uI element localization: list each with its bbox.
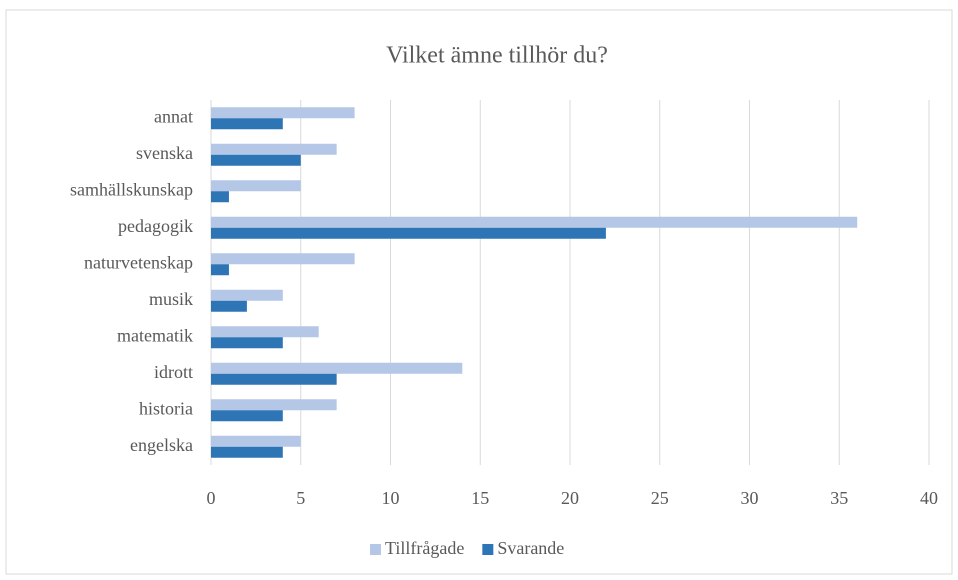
- bar: [211, 399, 337, 411]
- y-tick-label: annat: [154, 106, 193, 126]
- bar: [211, 373, 337, 385]
- y-tick-label: historia: [139, 398, 193, 418]
- x-tick-label: 25: [651, 488, 669, 508]
- x-tick-label: 0: [207, 488, 216, 508]
- x-tick-label: 40: [920, 488, 938, 508]
- y-tick-label: samhällskunskap: [70, 179, 193, 199]
- y-tick-label: svenska: [136, 143, 193, 163]
- bar: [211, 191, 229, 203]
- bar: [211, 410, 283, 422]
- bar: [211, 435, 301, 447]
- bar: [211, 326, 319, 338]
- bar: [211, 154, 301, 166]
- bar: [211, 118, 283, 130]
- chart-title: Vilket ämne tillhör du?: [386, 43, 608, 69]
- y-tick-label: naturvetenskap: [84, 252, 193, 272]
- x-tick-label: 10: [382, 488, 400, 508]
- bar: [211, 337, 283, 349]
- bar: [211, 227, 606, 239]
- bar: [211, 264, 229, 276]
- x-tick-label: 30: [741, 488, 759, 508]
- bar: [211, 107, 355, 119]
- legend-swatch: [370, 544, 381, 555]
- bar: [211, 446, 283, 458]
- bar: [211, 143, 337, 155]
- y-tick-label: idrott: [154, 362, 193, 382]
- y-tick-label: musik: [149, 289, 193, 309]
- bar: [211, 180, 301, 192]
- y-tick-label: pedagogik: [118, 216, 193, 236]
- y-tick-label: engelska: [130, 435, 193, 455]
- bar: [211, 216, 858, 228]
- chart-area: [5, 9, 953, 575]
- x-tick-label: 15: [471, 488, 489, 508]
- bar: [211, 253, 355, 265]
- legend-label: Svarande: [497, 538, 564, 558]
- x-tick-label: 20: [561, 488, 579, 508]
- bar: [211, 300, 247, 312]
- x-tick-label: 5: [296, 488, 305, 508]
- bar: [211, 362, 463, 374]
- legend-label: Tillfrågade: [385, 538, 464, 558]
- bar: [211, 289, 283, 301]
- y-tick-label: matematik: [117, 325, 193, 345]
- x-tick-label: 35: [830, 488, 848, 508]
- legend-swatch: [482, 544, 494, 555]
